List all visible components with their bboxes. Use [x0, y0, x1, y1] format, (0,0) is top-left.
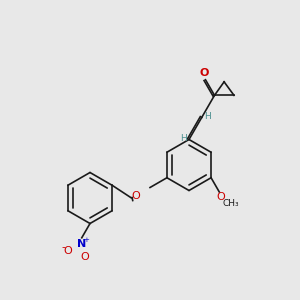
Text: N: N [77, 239, 86, 249]
Text: H: H [204, 112, 211, 121]
Text: +: + [83, 237, 89, 243]
Text: O: O [199, 68, 209, 78]
Text: H: H [180, 134, 187, 143]
Text: O: O [80, 252, 89, 262]
Text: -: - [62, 242, 66, 252]
Text: CH₃: CH₃ [222, 199, 239, 208]
Text: O: O [217, 192, 225, 203]
Text: O: O [64, 246, 73, 256]
Text: O: O [131, 191, 140, 201]
